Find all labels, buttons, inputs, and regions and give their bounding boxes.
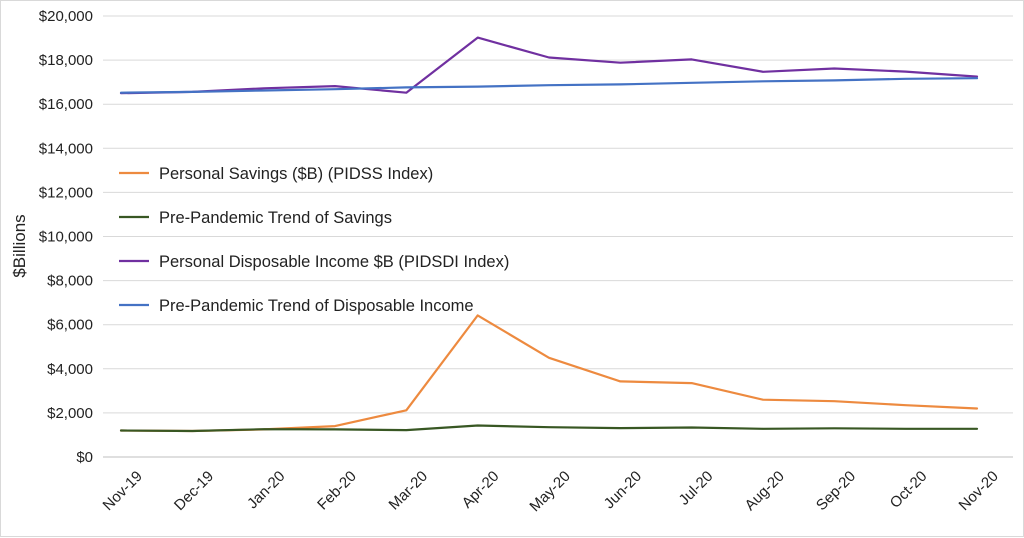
x-tick-label: Dec-19 bbox=[171, 468, 217, 514]
series-line bbox=[119, 77, 979, 94]
x-tick-label: Nov-19 bbox=[100, 468, 146, 514]
x-tick-label: Sep-20 bbox=[813, 468, 859, 514]
legend-label: Personal Savings ($B) (PIDSS Index) bbox=[159, 165, 433, 183]
x-axis: Nov-19 Dec-19 Jan-20 Feb-20 Mar-20 Apr-20 May-… bbox=[100, 468, 1002, 515]
x-tick-label: May-20 bbox=[526, 468, 573, 515]
y-tick-label: $8,000 bbox=[47, 273, 93, 290]
y-tick-label: $10,000 bbox=[39, 229, 93, 246]
x-tick-label: Jan-20 bbox=[244, 468, 288, 512]
y-tick-label: $14,000 bbox=[39, 140, 93, 157]
x-tick-label: Mar-20 bbox=[386, 468, 432, 514]
series-line bbox=[119, 424, 979, 433]
x-tick-label: Aug-20 bbox=[742, 468, 788, 514]
legend-label: Pre-Pandemic Trend of Savings bbox=[159, 209, 392, 227]
legend-label: Pre-Pandemic Trend of Disposable Income bbox=[159, 297, 474, 315]
x-tick-label: Jul-20 bbox=[676, 468, 717, 509]
y-tick-label: $4,000 bbox=[47, 361, 93, 378]
y-tick-label: $18,000 bbox=[39, 52, 93, 69]
y-tick-label: $20,000 bbox=[39, 8, 93, 25]
x-tick-label: Nov-20 bbox=[956, 468, 1002, 514]
y-tick-label: $2,000 bbox=[47, 405, 93, 422]
x-tick-label: Feb-20 bbox=[314, 468, 360, 514]
y-tick-label: $6,000 bbox=[47, 317, 93, 334]
y-tick-label: $12,000 bbox=[39, 184, 93, 201]
grid-lines bbox=[103, 15, 1013, 458]
y-axis: $0 $2,000 $4,000 $6,000 $8,000 $10,000 $12,000… bbox=[39, 8, 93, 466]
y-tick-label: $0 bbox=[76, 449, 93, 466]
x-tick-label: Jun-20 bbox=[601, 468, 645, 512]
series-line bbox=[119, 314, 979, 433]
legend: Personal Savings ($B) (PIDSS Index) Pre-P… bbox=[119, 165, 509, 315]
x-tick-label: Oct-20 bbox=[887, 468, 931, 512]
legend-label: Personal Disposable Income $B (PIDSDI In… bbox=[159, 253, 509, 271]
x-tick-label: Apr-20 bbox=[459, 468, 503, 512]
series-lines bbox=[119, 36, 979, 433]
y-tick-label: $16,000 bbox=[39, 96, 93, 113]
series-line bbox=[119, 36, 979, 95]
y-axis-label: $Billions bbox=[10, 214, 29, 277]
